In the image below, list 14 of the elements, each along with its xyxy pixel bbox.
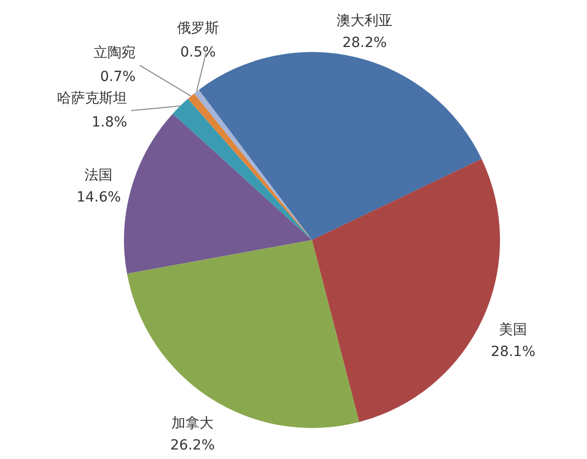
slice-label: 加拿大: [172, 416, 214, 432]
data-label: 0.7%: [100, 68, 136, 85]
data-label: 1.8%: [92, 114, 128, 130]
slice-label: 法国: [84, 168, 113, 184]
slice-label: 俄罗斯: [177, 20, 220, 37]
slice-label: 美国: [499, 322, 528, 338]
data-label: 28.2%: [342, 35, 387, 52]
data-label: 14.6%: [76, 190, 121, 206]
data-label: 28.1%: [490, 344, 536, 360]
data-label: 0.5%: [180, 44, 216, 61]
slice-label: 哈萨克斯坦: [57, 90, 128, 106]
slice-label: 澳大利亚: [336, 13, 393, 30]
data-label: 26.2%: [170, 438, 215, 454]
slice-label: 立陶宛: [94, 44, 136, 61]
